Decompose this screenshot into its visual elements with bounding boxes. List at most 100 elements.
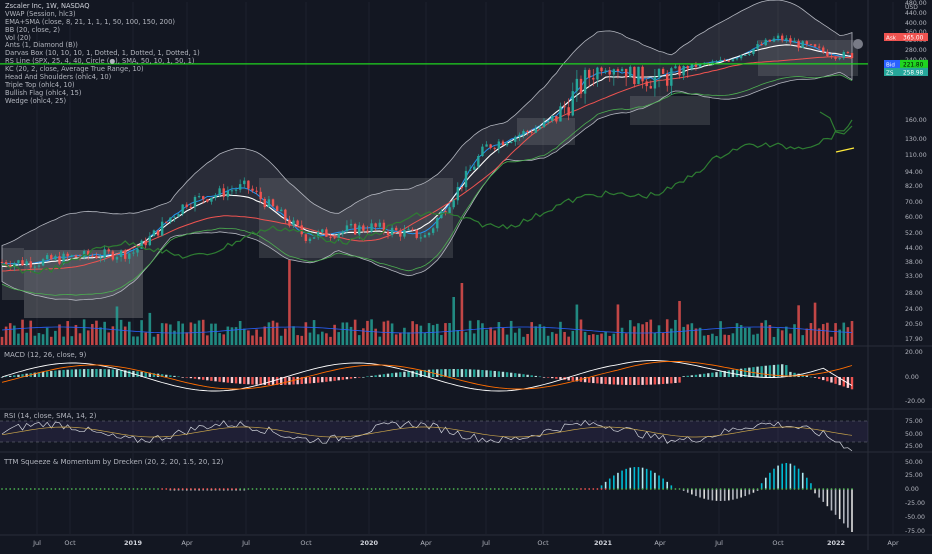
ttm-squeeze-dot [851, 488, 853, 490]
macd-histogram-bar [793, 372, 796, 377]
time-axis[interactable]: Jul Oct 2019 Apr Jul Oct 2020 Apr Jul Oct 2021 Apr J… [32, 539, 899, 547]
macd-histogram-bar [789, 371, 792, 377]
macd-label[interactable]: MACD (12, 26, close, 9) [4, 351, 87, 359]
ask-price-tag-bg [900, 33, 928, 41]
candle-body [362, 225, 365, 231]
candle-body [226, 190, 230, 197]
macd-histogram-bar [308, 377, 312, 384]
macd-histogram-bar [464, 369, 468, 377]
legend-kc[interactable]: KC (20, 2, close, Average True Range, 10… [5, 65, 144, 74]
macd-histogram-bar [165, 374, 168, 377]
legend-vwap[interactable]: VWAP (Session, hlc3) [5, 9, 76, 18]
alert-marker-icon[interactable] [853, 39, 863, 49]
candle-body [177, 214, 180, 217]
ttm-squeeze-dot [711, 488, 714, 490]
candle-body [793, 41, 796, 43]
volume-bar [780, 330, 784, 345]
macd-histogram-bar [226, 377, 230, 383]
price-axis[interactable]: USD480.00440.00400.00360.00320.00280.002… [905, 0, 927, 343]
ttm-momentum-bar [699, 489, 701, 498]
legend-rs-line[interactable]: RS Line (SPX, 25, 4, 40, Circle (●), SMA… [5, 57, 195, 66]
volume-bar [86, 330, 90, 345]
macd-histogram-bar [288, 377, 291, 385]
ttm-squeeze-dot [374, 488, 377, 490]
candle-body [165, 221, 168, 223]
volume-bar [513, 332, 517, 345]
macd-histogram-bar [612, 377, 616, 385]
ttm-squeeze-dot [736, 488, 738, 490]
volume-bar [115, 306, 119, 345]
candle-body [390, 227, 394, 235]
ttm-momentum-bar [658, 475, 660, 489]
last-price-tag[interactable]: ZS 258.98 [884, 68, 928, 77]
ttm-squeeze-dot [202, 488, 205, 490]
volume-bar [497, 322, 501, 345]
ttm-squeeze-dot [210, 488, 213, 490]
ticker-label [884, 68, 900, 76]
volume-bar [842, 322, 846, 345]
rsi-label[interactable]: RSI (14, close, SMA, 14, 2) [4, 412, 97, 420]
volume-bar [444, 323, 447, 345]
time-tick: 2020 [360, 539, 379, 547]
legend-head-shoulders[interactable]: Head And Shoulders (ohlc4, 10) [5, 73, 112, 82]
hline-price-tag[interactable]: 221.80 [900, 59, 928, 69]
ttm-label[interactable]: TTM Squeeze & Momentum by Drecken (20, 2… [4, 458, 224, 466]
legend-vol[interactable]: Vol (20) [5, 33, 31, 42]
macd-histogram-bar [460, 369, 464, 377]
legend-wedge[interactable]: Wedge (ohlc4, 25) [5, 96, 67, 105]
ttm-squeeze-dot [292, 488, 295, 490]
time-tick: Jul [714, 539, 723, 547]
ttm-squeeze-dot [789, 488, 792, 490]
macd-histogram-bar [633, 377, 636, 385]
ttm-momentum-bar [806, 477, 808, 489]
candle-body [50, 255, 53, 260]
macd-histogram-bar [9, 375, 12, 377]
legend-darvas[interactable]: Darvas Box (10, 10, 10, 1, Dotted, 1, Do… [5, 49, 200, 58]
ttm-squeeze-dot [678, 488, 681, 490]
candle-body [522, 131, 525, 135]
legend-ants[interactable]: Ants (1, Diamond (B)) [5, 41, 78, 50]
rsi-band [0, 421, 868, 442]
volume-bar [600, 333, 603, 345]
candle-body [785, 38, 788, 41]
ttm-squeeze-dot [358, 488, 361, 490]
time-tick: Apr [420, 539, 432, 547]
volume-bar [136, 336, 139, 345]
candle-body [119, 250, 123, 257]
candle-body [251, 188, 254, 191]
ttm-squeeze-dot [75, 488, 77, 490]
ttm-squeeze-dot [87, 488, 90, 490]
ttm-panel[interactable]: 50.00 25.00 0.00 -25.00 -50.00 -75.00 [1, 459, 925, 535]
ask-price-tag[interactable]: Ask 365.00 [884, 33, 928, 42]
ttm-momentum-bar [637, 467, 640, 489]
volume-bar [711, 333, 714, 345]
ttm-squeeze-dot [42, 488, 44, 490]
rsi-panel[interactable]: 75.00 50.00 25.00 [0, 418, 923, 452]
legend-bb[interactable]: BB (20, close, 2) [5, 25, 61, 34]
ttm-squeeze-dot [793, 488, 796, 490]
candle-body [505, 142, 509, 146]
ttm-squeeze-dot [781, 488, 784, 490]
price-tick: 160.00 [905, 117, 927, 124]
legend-ema-sma[interactable]: EMA+SMA (close, 8, 21, 1, 1, 1, 50, 100,… [5, 17, 175, 26]
volume-bar [242, 328, 246, 345]
legend-triple-top[interactable]: Triple Top (ohlc4, 10) [5, 80, 75, 89]
ttm-squeeze-dot [719, 488, 722, 490]
symbol-title: Zscaler Inc, 1W, NASDAQ [5, 2, 90, 10]
macd-histogram-bar [115, 369, 119, 377]
macd-histogram-bar [481, 369, 484, 377]
volume-bar [530, 322, 534, 345]
macd-panel[interactable]: 20.00 0.00 -20.00 [0, 349, 925, 405]
candle-body [271, 199, 275, 207]
ttm-momentum-bar [711, 489, 714, 501]
sma-21-line [1, 44, 853, 267]
candle-body [748, 53, 751, 55]
legend-bullish-flag[interactable]: Bullish Flag (ohlc4, 15) [5, 88, 82, 97]
macd-histogram-bar [37, 372, 41, 377]
ttm-squeeze-dot [235, 488, 237, 490]
volume-bar [460, 283, 464, 345]
macd-histogram-bar [514, 373, 517, 377]
volume-bar [222, 334, 226, 345]
